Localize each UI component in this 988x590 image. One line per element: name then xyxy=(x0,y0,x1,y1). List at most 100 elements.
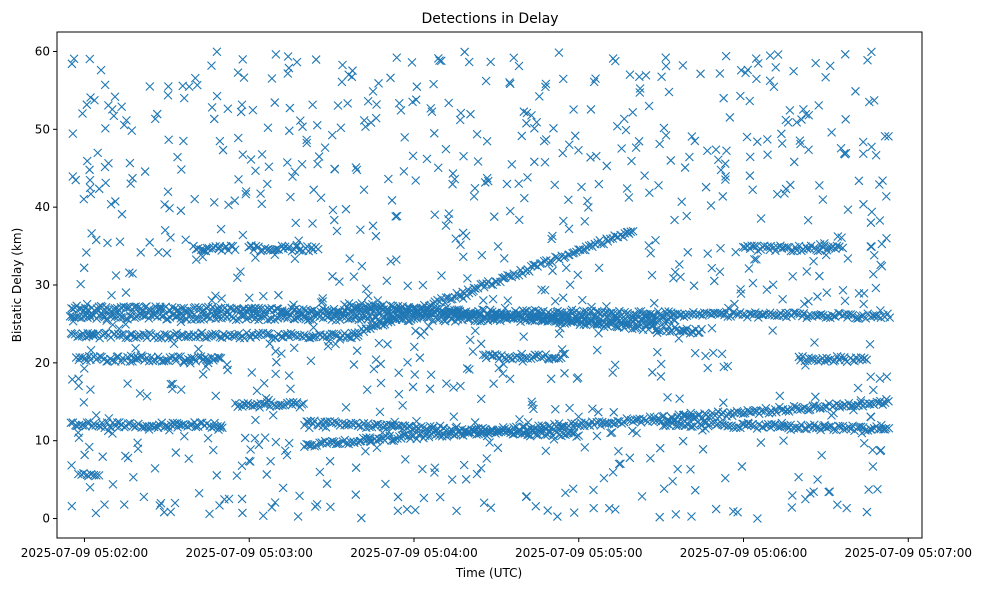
data-point xyxy=(278,400,288,410)
data-point xyxy=(341,204,351,214)
data-point xyxy=(393,492,403,502)
data-point xyxy=(569,248,579,258)
data-point xyxy=(203,302,213,312)
data-point xyxy=(655,139,665,149)
data-point xyxy=(683,247,693,257)
data-point xyxy=(625,453,635,463)
data-point xyxy=(121,288,131,297)
x-tick-label: 2025-07-09 05:03:00 xyxy=(185,546,312,560)
x-tick-label: 2025-07-09 05:05:00 xyxy=(515,546,642,560)
data-point xyxy=(468,347,478,357)
data-point xyxy=(212,470,222,480)
data-point xyxy=(808,354,818,364)
data-point xyxy=(570,131,580,141)
data-point xyxy=(670,215,679,225)
data-point xyxy=(378,428,387,437)
data-point xyxy=(328,436,337,446)
data-point xyxy=(627,156,636,166)
x-tick-label: 2025-07-09 05:04:00 xyxy=(350,546,477,560)
data-point xyxy=(140,167,150,176)
data-point xyxy=(470,183,480,193)
data-point xyxy=(123,453,133,463)
data-point xyxy=(738,409,748,419)
data-point xyxy=(280,446,290,456)
data-point xyxy=(479,498,489,508)
y-axis: 0 10 20 30 40 50 60 xyxy=(35,44,57,526)
data-point xyxy=(867,47,876,57)
data-point xyxy=(574,431,584,440)
data-point xyxy=(776,129,786,139)
data-point xyxy=(499,253,509,263)
data-point xyxy=(689,281,699,291)
data-point xyxy=(862,507,872,517)
data-point xyxy=(539,136,549,146)
data-point xyxy=(224,494,234,504)
data-point xyxy=(257,149,267,159)
data-point xyxy=(119,500,129,509)
data-point xyxy=(96,65,106,75)
data-point xyxy=(851,313,861,323)
data-point xyxy=(166,233,175,242)
data-point xyxy=(803,215,813,225)
data-point xyxy=(796,405,805,414)
data-point xyxy=(541,446,551,456)
data-point xyxy=(668,476,678,486)
data-point xyxy=(873,484,882,494)
data-point xyxy=(594,328,603,338)
data-point xyxy=(176,165,186,174)
data-point xyxy=(299,399,309,408)
data-point xyxy=(589,485,598,495)
data-point xyxy=(283,69,293,78)
data-point xyxy=(591,151,601,161)
data-point xyxy=(194,488,204,498)
data-point xyxy=(423,429,433,438)
data-point xyxy=(662,316,671,326)
data-point xyxy=(139,492,149,502)
data-point xyxy=(407,58,417,67)
data-point xyxy=(218,145,228,155)
data-point xyxy=(107,290,116,300)
data-point xyxy=(800,424,809,434)
data-point xyxy=(128,269,138,279)
data-point xyxy=(813,246,823,256)
data-point xyxy=(695,309,705,319)
data-point xyxy=(861,314,871,323)
data-point xyxy=(458,252,468,262)
data-point xyxy=(489,212,499,222)
data-point xyxy=(91,235,101,245)
data-point xyxy=(228,331,237,341)
data-point xyxy=(634,307,644,317)
data-point xyxy=(632,428,641,438)
data-point xyxy=(85,175,95,185)
data-point xyxy=(622,227,632,237)
data-point xyxy=(394,98,404,108)
data-point xyxy=(292,57,302,67)
data-point xyxy=(523,354,533,363)
x-axis-label: Time (UTC) xyxy=(455,566,522,580)
data-point xyxy=(121,333,131,343)
data-point xyxy=(558,216,568,226)
data-point xyxy=(653,414,663,424)
data-point xyxy=(176,352,185,362)
data-point xyxy=(67,501,77,511)
data-point xyxy=(69,54,79,64)
data-point xyxy=(522,108,532,118)
data-point xyxy=(774,310,784,320)
data-point xyxy=(568,484,578,494)
data-point xyxy=(820,420,829,430)
data-point xyxy=(302,135,312,145)
data-point xyxy=(464,57,474,67)
data-point xyxy=(284,438,294,448)
data-point xyxy=(213,352,223,362)
data-point xyxy=(392,211,402,221)
data-point xyxy=(635,84,645,93)
data-point xyxy=(685,152,694,162)
data-point xyxy=(541,82,550,92)
data-point xyxy=(720,421,729,430)
data-point xyxy=(456,381,465,391)
data-point xyxy=(786,425,796,435)
data-point xyxy=(253,330,263,340)
data-point xyxy=(366,118,376,127)
data-point xyxy=(868,269,878,279)
data-point xyxy=(840,296,850,306)
